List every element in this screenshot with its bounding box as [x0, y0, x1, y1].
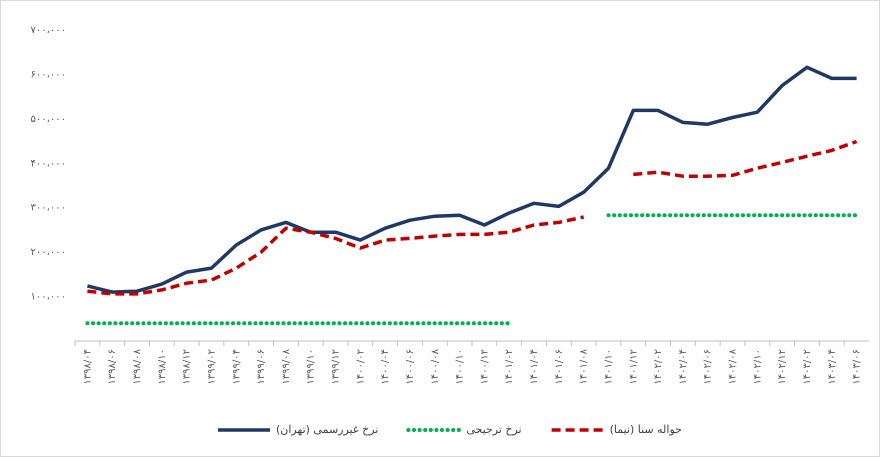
x-tick-label: ۱۴۰۱/۱۰ — [603, 349, 614, 385]
y-tick-label: ۱۰۰،۰۰۰ — [31, 292, 66, 303]
y-tick-label: ۴۰۰،۰۰۰ — [31, 158, 66, 169]
x-tick-label: ۱۴۰۱/۰۲ — [504, 349, 515, 385]
legend-label: حواله سنا (نیما) — [610, 423, 682, 436]
x-tick-label: ۱۴۰۰/۱۰ — [455, 349, 466, 385]
x-tick-label: ۱۴۰۰/۰۶ — [405, 349, 416, 385]
x-tick-label: ۱۴۰۰/۰۸ — [430, 348, 441, 384]
x-tick-label: ۱۳۹۹/۰۸ — [281, 348, 292, 384]
x-tick-label: ۱۳۹۸/۱۲ — [182, 349, 193, 385]
y-tick-label: ۳۰۰،۰۰۰ — [31, 203, 66, 214]
series-line — [85, 213, 859, 326]
legend-label: نرخ غیررسمی (تهران) — [276, 423, 378, 436]
y-tick-label: ۵۰۰،۰۰۰ — [31, 114, 66, 125]
x-tick-label: ۱۴۰۲/۱۲ — [777, 349, 788, 385]
x-tick-label: ۱۳۹۹/۰۲ — [206, 349, 217, 385]
x-tick-label: ۱۳۹۹/۰۴ — [231, 349, 242, 385]
x-tick-label: ۱۴۰۲/۰۴ — [678, 349, 689, 385]
x-tick-label: ۱۴۰۱/۰۴ — [529, 349, 540, 385]
x-tick-label: ۱۴۰۰/۱۲ — [479, 349, 490, 385]
x-tick-label: ۱۳۹۹/۰۶ — [256, 349, 267, 385]
x-tick-label: ۱۳۹۸/۱۰ — [157, 349, 168, 385]
y-tick-label: ۷۰۰،۰۰۰ — [31, 25, 66, 36]
series-line — [86, 65, 857, 294]
y-tick-label: ۶۰۰،۰۰۰ — [31, 69, 66, 80]
x-tick-label: ۱۴۰۱/۰۶ — [554, 349, 565, 385]
legend-label: نرخ ترجیحی — [466, 423, 521, 436]
x-tick-label: ۱۳۹۹/۱۰ — [306, 349, 317, 385]
x-tick-label: ۱۳۹۸/۰۸ — [132, 348, 143, 384]
x-tick-label: ۱۴۰۰/۰۲ — [355, 349, 366, 385]
x-tick-label: ۱۴۰۳/۰۲ — [802, 349, 813, 385]
x-tick-label: ۱۴۰۲/۰۶ — [703, 349, 714, 385]
x-tick-label: ۱۴۰۲/۱۰ — [752, 349, 763, 385]
x-tick-label: ۱۴۰۱/۱۲ — [628, 349, 639, 385]
x-tick-label: ۱۴۰۳/۰۴ — [827, 349, 838, 385]
x-tick-label: ۱۴۰۳/۰۶ — [852, 349, 863, 385]
x-tick-label: ۱۳۹۸/۰۴ — [82, 349, 93, 385]
y-tick-label: ۲۰۰،۰۰۰ — [31, 247, 66, 258]
x-tick-label: ۱۴۰۲/۰۲ — [653, 349, 664, 385]
x-tick-label: ۱۳۹۸/۰۶ — [107, 349, 118, 385]
x-tick-label: ۱۴۰۲/۰۸ — [728, 348, 739, 384]
x-tick-label: ۱۴۰۱/۰۸ — [579, 348, 590, 384]
series-line — [87, 139, 858, 296]
x-tick-label: ۱۳۹۹/۱۲ — [331, 349, 342, 385]
x-tick-label: ۱۴۰۰/۰۴ — [380, 349, 391, 385]
